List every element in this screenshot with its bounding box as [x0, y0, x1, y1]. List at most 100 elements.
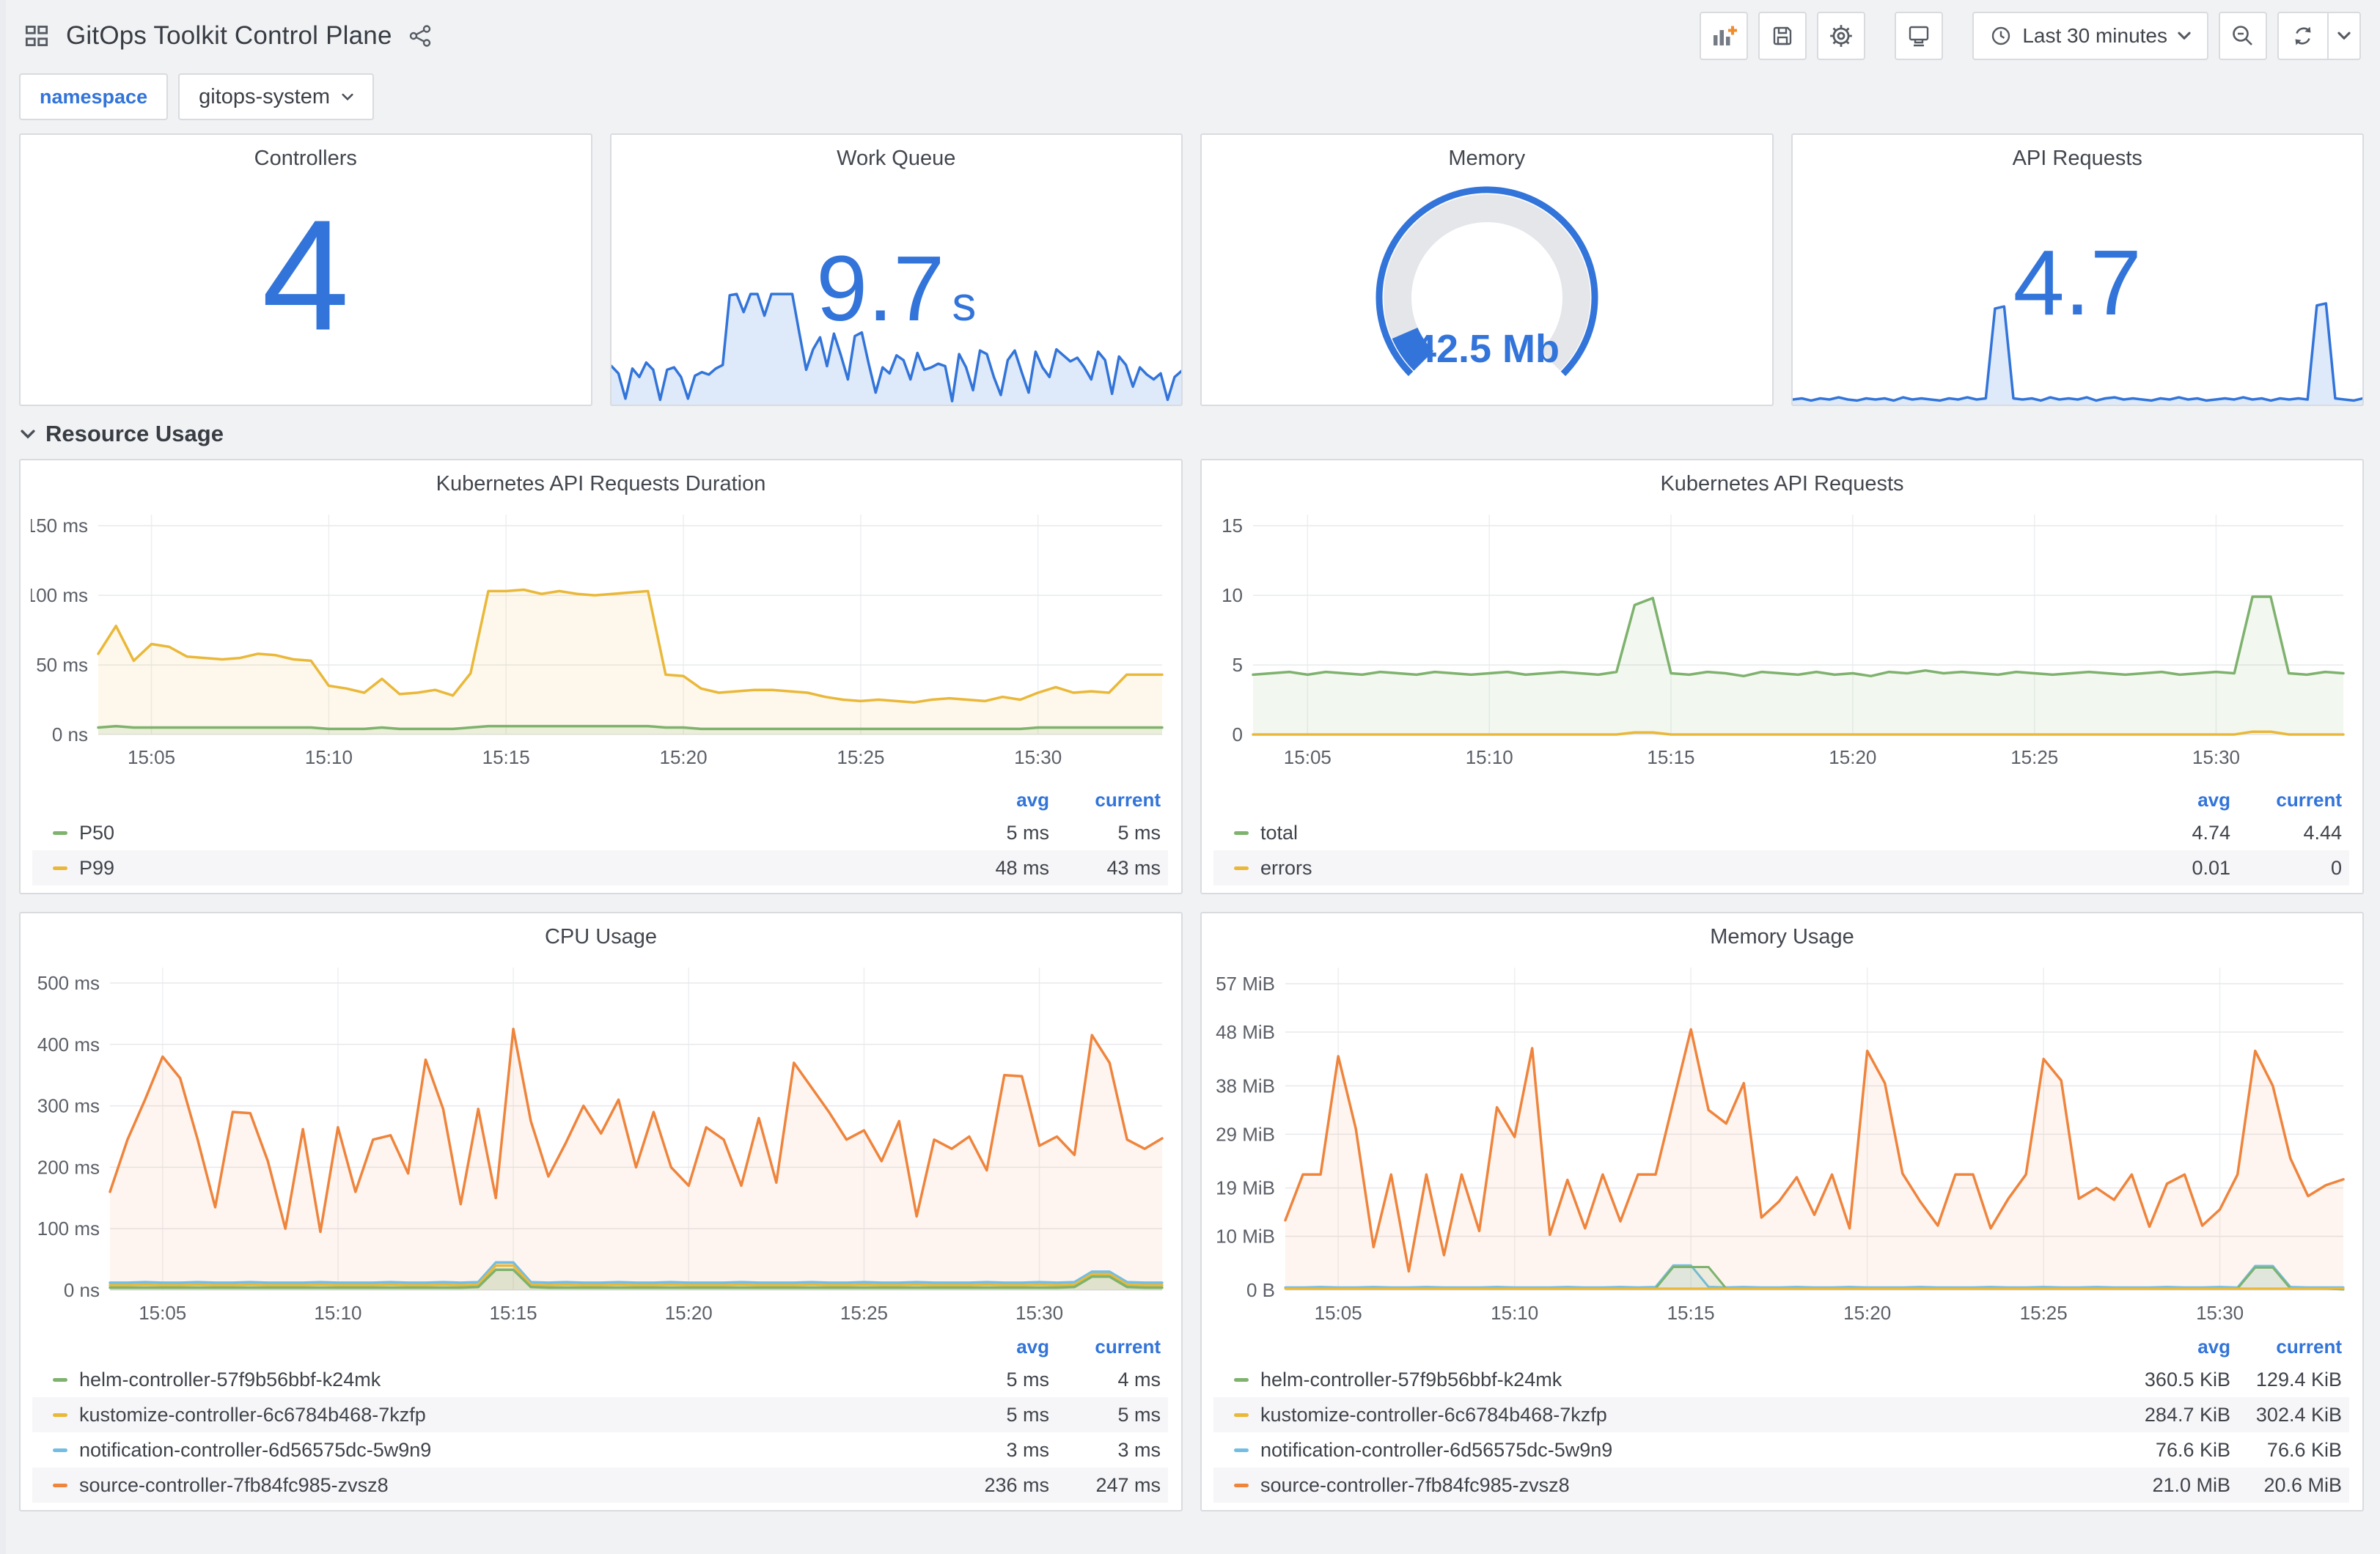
- svg-text:300 ms: 300 ms: [37, 1095, 100, 1117]
- variable-namespace-select[interactable]: gitops-system: [178, 73, 374, 120]
- panel-k8s-api-requests-duration: Kubernetes API Requests Duration 0 ns 50 …: [19, 459, 1183, 894]
- zoom-out-icon: [2230, 23, 2255, 48]
- dashboard-grid-icon[interactable]: [23, 23, 50, 49]
- series-name[interactable]: source-controller-7fb84fc985-zvsz8: [1260, 1473, 1570, 1496]
- refresh-interval-dropdown[interactable]: [2327, 13, 2359, 59]
- chart-legend: avg current total 4.74 4.44 errors 0.01 0: [1213, 784, 2349, 885]
- legend-row: notification-controller-6d56575dc-5w9n9 7…: [1213, 1432, 2349, 1468]
- legend-row: P99 48 ms 43 ms: [32, 850, 1168, 885]
- legend-sort-avg[interactable]: avg: [2197, 788, 2230, 811]
- series-name[interactable]: notification-controller-6d56575dc-5w9n9: [1260, 1438, 1613, 1461]
- series-name[interactable]: helm-controller-57f9b56bbf-k24mk: [1260, 1368, 1562, 1391]
- time-range-picker[interactable]: Last 30 minutes: [1972, 12, 2208, 60]
- refresh-icon[interactable]: [2279, 13, 2327, 59]
- chart-legend: avg current P50 5 ms 5 ms P99 48 ms 43 ms: [32, 784, 1168, 885]
- series-name[interactable]: total: [1260, 821, 1299, 844]
- panel-title[interactable]: API Requests: [2012, 147, 2142, 170]
- legend-sort-current[interactable]: current: [1095, 788, 1161, 811]
- panel-cpu-usage: CPU Usage 0 ns 100 ms 200 ms 300 ms 400 ms 50…: [19, 912, 1183, 1511]
- add-panel-button[interactable]: [1700, 12, 1749, 60]
- series-avg-value: 236 ms: [984, 1473, 1049, 1496]
- legend-row: helm-controller-57f9b56bbf-k24mk 5 ms 4 ms: [32, 1362, 1168, 1397]
- panel-k8s-api-requests: Kubernetes API Requests 0 5 10 15 15:05 15:10…: [1200, 459, 2364, 894]
- panel-title[interactable]: Work Queue: [837, 147, 956, 170]
- series-avg-value: 76.6 KiB: [2155, 1438, 2230, 1461]
- series-color-dash: [53, 1448, 67, 1452]
- dashboard-settings-button[interactable]: [1817, 12, 1866, 60]
- panel-title[interactable]: Kubernetes API Requests: [1660, 472, 1904, 496]
- series-color-dash: [53, 1413, 67, 1417]
- panel-title[interactable]: Controllers: [254, 147, 357, 170]
- series-name[interactable]: P99: [79, 856, 115, 879]
- zoom-out-button[interactable]: [2219, 12, 2267, 60]
- panel-title[interactable]: Memory: [1448, 147, 1526, 170]
- series-name[interactable]: notification-controller-6d56575dc-5w9n9: [79, 1438, 432, 1461]
- svg-text:15:15: 15:15: [1647, 746, 1694, 768]
- legend-row: source-controller-7fb84fc985-zvsz8 236 ms…: [32, 1468, 1168, 1503]
- panel-title[interactable]: CPU Usage: [544, 925, 658, 949]
- work-queue-unit: s: [952, 276, 977, 331]
- svg-text:19 MiB: 19 MiB: [1216, 1177, 1275, 1199]
- panel-title[interactable]: Kubernetes API Requests Duration: [436, 472, 766, 496]
- series-avg-value: 284.7 KiB: [2144, 1403, 2230, 1426]
- legend-header: avg current: [32, 1331, 1168, 1362]
- svg-text:200 ms: 200 ms: [37, 1156, 100, 1178]
- api-requests-sparkline[interactable]: [1792, 293, 2362, 405]
- timeseries-chart[interactable]: 0 B 10 MiB 19 MiB 29 MiB 38 MiB 48 MiB 57 MiB 1…: [1212, 956, 2351, 1325]
- work-queue-sparkline[interactable]: [611, 281, 1181, 405]
- row-resource-usage[interactable]: Resource Usage: [21, 421, 2362, 447]
- timeseries-chart[interactable]: 0 ns 50 ms 100 ms 150 ms 15:05 15:10 15:15 15:2…: [31, 503, 1169, 770]
- series-name[interactable]: kustomize-controller-6c6784b468-7kzfp: [79, 1403, 426, 1426]
- svg-text:15:10: 15:10: [1491, 1302, 1538, 1324]
- series-name[interactable]: source-controller-7fb84fc985-zvsz8: [79, 1473, 389, 1496]
- cycle-view-button[interactable]: [1895, 12, 1944, 60]
- series-color-dash: [1234, 866, 1249, 870]
- row-title: Resource Usage: [45, 421, 224, 446]
- work-queue-value: 9.7 s: [816, 236, 977, 340]
- legend-sort-current[interactable]: current: [1095, 1335, 1161, 1358]
- series-current-value: 0: [2330, 856, 2342, 879]
- series-name[interactable]: P50: [79, 821, 115, 844]
- svg-text:15:05: 15:05: [1315, 1302, 1362, 1324]
- save-dashboard-button[interactable]: [1758, 12, 1807, 60]
- series-name[interactable]: helm-controller-57f9b56bbf-k24mk: [79, 1368, 381, 1391]
- legend-sort-current[interactable]: current: [2276, 1335, 2342, 1358]
- svg-text:15:25: 15:25: [840, 1302, 888, 1324]
- share-icon[interactable]: [408, 24, 432, 48]
- legend-row: errors 0.01 0: [1213, 850, 2349, 885]
- svg-text:15:10: 15:10: [314, 1302, 361, 1324]
- series-avg-value: 0.01: [2192, 856, 2230, 879]
- panel-title[interactable]: Memory Usage: [1710, 925, 1854, 949]
- add-panel-icon: [1710, 22, 1738, 50]
- svg-text:15:25: 15:25: [2020, 1302, 2068, 1324]
- timeseries-chart[interactable]: 0 ns 100 ms 200 ms 300 ms 400 ms 500 ms 15:05 1…: [31, 956, 1169, 1325]
- chevron-down-icon: [21, 430, 35, 439]
- svg-text:15:15: 15:15: [489, 1302, 537, 1324]
- svg-text:15:05: 15:05: [139, 1302, 186, 1324]
- legend-sort-avg[interactable]: avg: [2197, 1335, 2230, 1358]
- svg-text:15:15: 15:15: [482, 746, 530, 768]
- timeseries-chart[interactable]: 0 5 10 15 15:05 15:10 15:15 15:20 15:25 15:30: [1212, 503, 2351, 770]
- legend-sort-avg[interactable]: avg: [1016, 788, 1049, 811]
- svg-text:5: 5: [1233, 654, 1243, 676]
- series-avg-value: 3 ms: [1006, 1438, 1049, 1461]
- series-avg-value: 5 ms: [1006, 1368, 1049, 1391]
- dashboard-page: GitOps Toolkit Control Plane: [19, 12, 2364, 1511]
- series-name[interactable]: errors: [1260, 856, 1312, 879]
- page-title: GitOps Toolkit Control Plane: [66, 21, 392, 50]
- series-name[interactable]: kustomize-controller-6c6784b468-7kzfp: [1260, 1403, 1607, 1426]
- svg-text:15:20: 15:20: [1843, 1302, 1891, 1324]
- legend-row: helm-controller-57f9b56bbf-k24mk 360.5 Ki…: [1213, 1362, 2349, 1397]
- series-current-value: 5 ms: [1117, 1403, 1161, 1426]
- legend-sort-avg[interactable]: avg: [1016, 1335, 1049, 1358]
- series-color-dash: [1234, 1483, 1249, 1487]
- legend-header: avg current: [1213, 1331, 2349, 1362]
- series-current-value: 20.6 MiB: [2263, 1473, 2342, 1496]
- svg-text:15:15: 15:15: [1667, 1302, 1715, 1324]
- variables-row: namespace gitops-system: [19, 73, 2364, 120]
- series-color-dash: [53, 831, 67, 835]
- gear-icon: [1828, 23, 1854, 49]
- legend-sort-current[interactable]: current: [2276, 788, 2342, 811]
- chevron-down-icon: [2178, 32, 2191, 40]
- panel-memory-gauge: Memory 42.5 Mb: [1200, 133, 1774, 406]
